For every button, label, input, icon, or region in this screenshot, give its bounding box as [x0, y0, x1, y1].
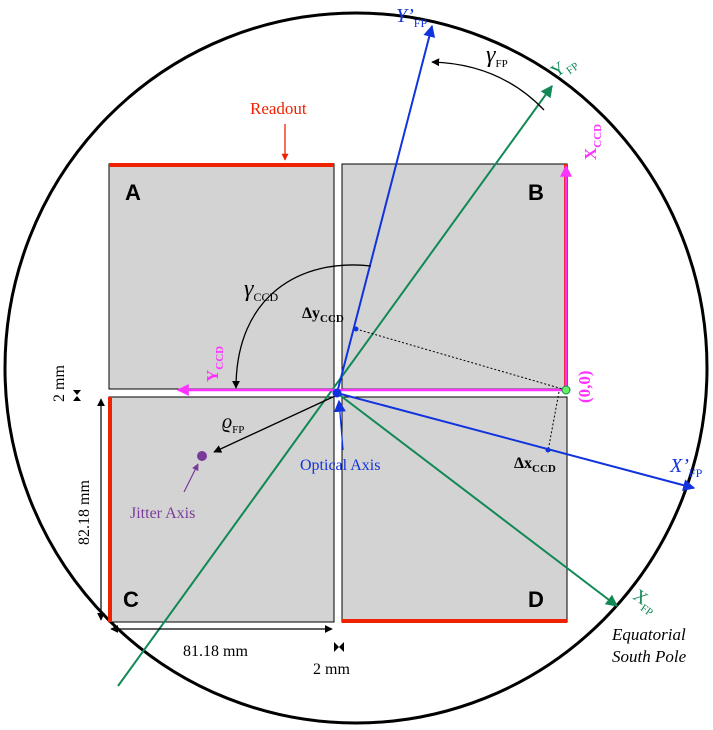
y-fp-label: YFP [547, 50, 581, 84]
delta-x-ccd-label: ΔxCCD [514, 455, 556, 475]
origin-label: (0,0) [575, 370, 594, 403]
ccd-d [341, 396, 568, 623]
y-fp-prime-label: Y’FP [396, 5, 427, 30]
y-fp-axis [117, 85, 553, 687]
dim-gap-left-label: 2 mm [51, 365, 68, 402]
gamma-ccd-label: γCCD [244, 276, 278, 304]
jitter-axis-label: Jitter Axis [130, 505, 195, 522]
ccd-c-label: C [123, 587, 139, 612]
ccd-origin-point [561, 385, 571, 395]
equatorial-label-line2: South Pole [612, 647, 687, 666]
dim-gap-bottom-label: 2 mm [313, 661, 350, 678]
x-fp-axis [336, 392, 618, 607]
rho-fp-label: ϱFP [222, 411, 244, 436]
delta-y-ccd-label: ΔyCCD [302, 305, 344, 325]
x-ccd-label: XCCD [581, 124, 604, 160]
y-fp-prime-axis [336, 24, 436, 394]
optical-axis-label: Optical Axis [300, 457, 380, 474]
equatorial-label-line1: Equatorial [611, 625, 686, 644]
gamma-fp-label: γFP [486, 42, 508, 70]
dim-height-label: 82.18 mm [76, 480, 93, 545]
dimension-gap-left [73, 390, 81, 401]
ccd-b [341, 163, 568, 390]
jitter-axis-point [197, 451, 207, 461]
y-ccd-label: YCCD [203, 346, 226, 382]
field-of-view-circle [3, 11, 709, 725]
rho-vector [213, 395, 336, 453]
dim-width-label: 81.18 mm [183, 643, 248, 660]
x-fp-prime-label: X’FP [669, 455, 703, 480]
ccd-c [108, 396, 335, 623]
readout-label: Readout [250, 99, 307, 118]
optical-axis-point [332, 388, 342, 398]
delta-y-projection [355, 328, 567, 391]
jitter-axis-arrow [183, 463, 199, 493]
x-fp-prime-axis [336, 392, 696, 492]
ccd-a-label: A [125, 180, 141, 205]
delta-y-foot [353, 326, 359, 332]
gamma-fp-arc [431, 58, 545, 111]
dimension-gap-bottom [334, 642, 344, 652]
ccd-d-label: D [528, 587, 544, 612]
x-fp-label: XFP [627, 585, 661, 619]
optical-axis-arrow [333, 399, 346, 451]
ccd-b-label: B [528, 180, 544, 205]
gamma-ccd-arc [232, 264, 372, 389]
delta-x-foot [545, 447, 551, 453]
